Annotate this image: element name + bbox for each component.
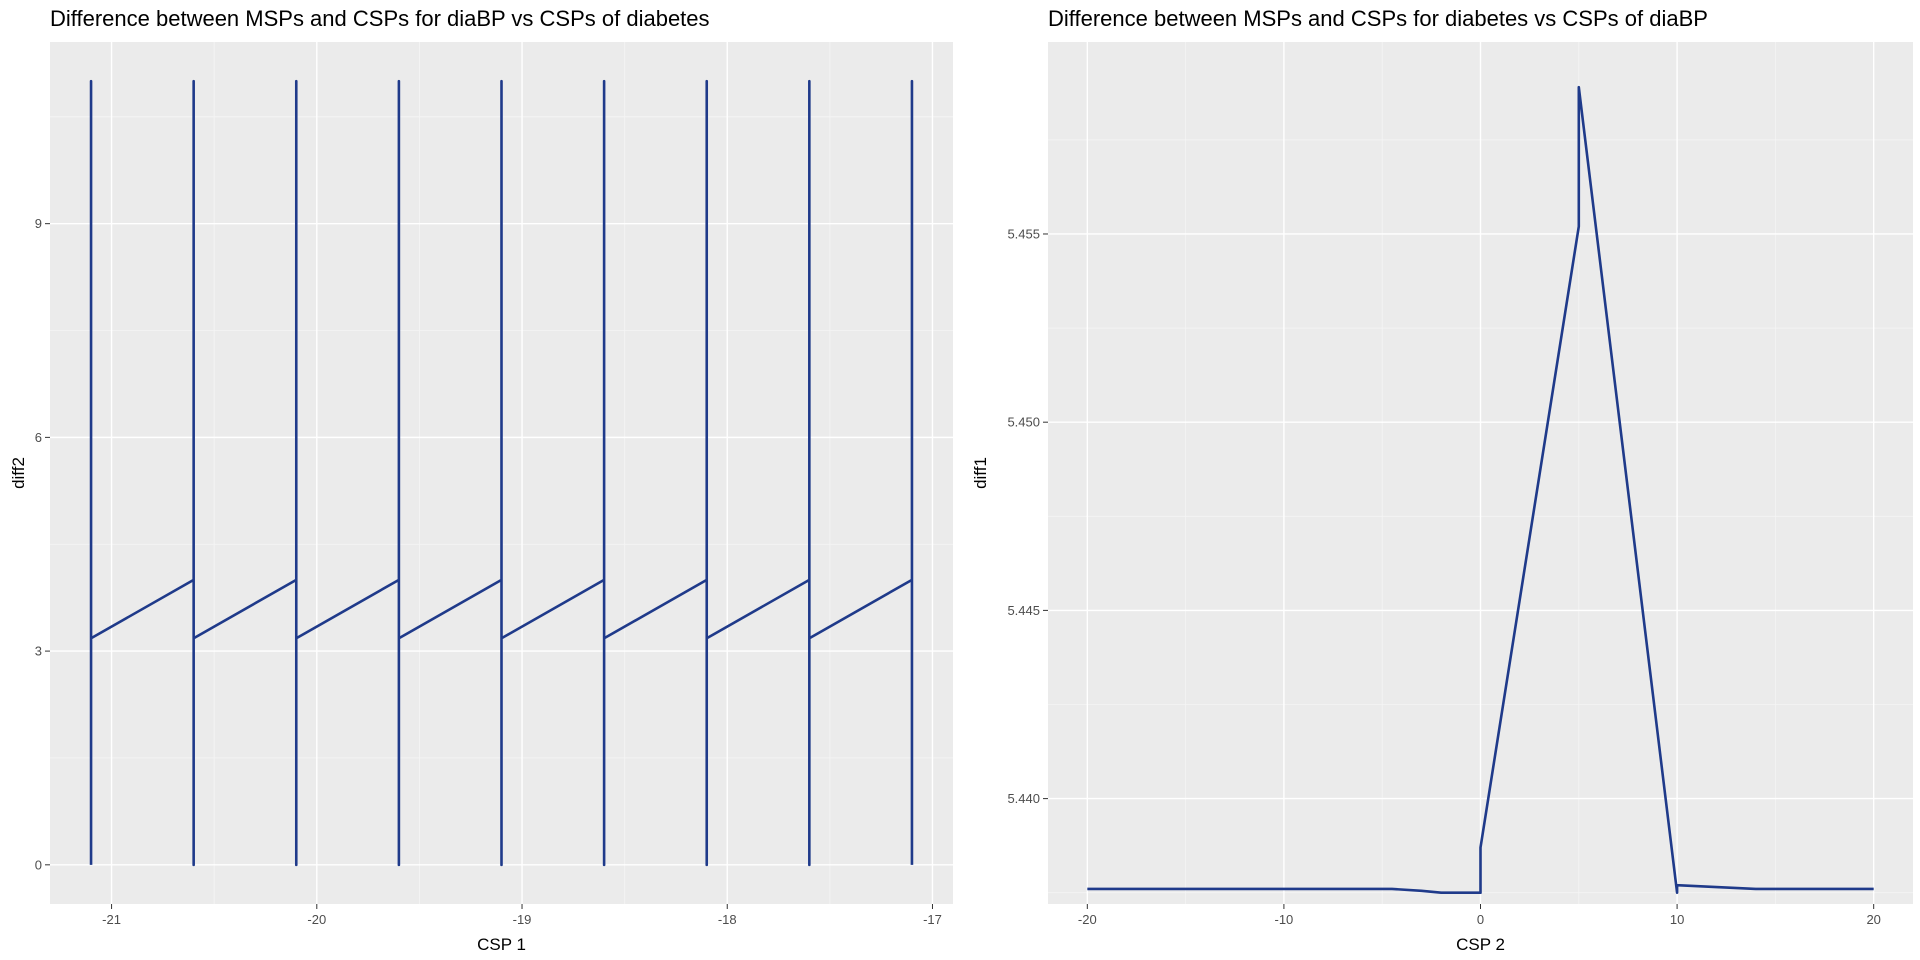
series-lines: [89, 79, 914, 867]
y-tick-label: 3: [35, 644, 42, 659]
x-tick-label: 10: [1670, 912, 1684, 927]
x-tick-label: -17: [923, 912, 942, 927]
x-tick-label: -10: [1275, 912, 1294, 927]
chart-title: Difference between MSPs and CSPs for dia…: [1048, 6, 1708, 31]
series-lines: [1087, 85, 1874, 895]
data-line: [1087, 85, 1874, 895]
x-tick-label: -20: [307, 912, 326, 927]
x-tick-label: -19: [513, 912, 532, 927]
tick-labels: -21 -20 -19 -18 -17 0 3 6 9: [35, 216, 942, 927]
x-tick-label: 20: [1866, 912, 1880, 927]
y-tick-label: 5.445: [1007, 603, 1040, 618]
y-tick-label: 5.450: [1007, 415, 1040, 430]
x-axis-label: CSP 2: [1456, 935, 1505, 954]
left-chart-panel: -21 -20 -19 -18 -17 0 3 6 9 CSP 1 diff2 Differen…: [9, 6, 953, 954]
x-tick-label: 0: [1477, 912, 1484, 927]
y-tick-label: 5.440: [1007, 791, 1040, 806]
right-chart-svg: -20 -10 0 10 20 5.440 5.445 5.450 5.455 CSP 2 di…: [971, 42, 1913, 954]
y-axis-label: diff2: [9, 457, 28, 489]
x-tick-label: -21: [102, 912, 121, 927]
y-tick-label: 9: [35, 216, 42, 231]
y-axis-label: diff1: [971, 457, 990, 489]
y-tick-label: 6: [35, 430, 42, 445]
data-line: [89, 79, 914, 867]
x-tick-label: -18: [718, 912, 737, 927]
y-tick-label: 0: [35, 857, 42, 872]
x-axis-label: CSP 1: [477, 935, 526, 954]
left-chart-svg: -21 -20 -19 -18 -17 0 3 6 9 CSP 1 diff2: [9, 42, 953, 954]
chart-title: Difference between MSPs and CSPs for dia…: [50, 6, 710, 31]
tick-labels: -20 -10 0 10 20 5.440 5.445 5.450 5.455: [1007, 226, 1880, 927]
x-tick-label: -20: [1078, 912, 1097, 927]
right-chart-panel: -20 -10 0 10 20 5.440 5.445 5.450 5.455 CSP 2 di…: [960, 0, 1920, 960]
y-tick-label: 5.455: [1007, 226, 1040, 241]
